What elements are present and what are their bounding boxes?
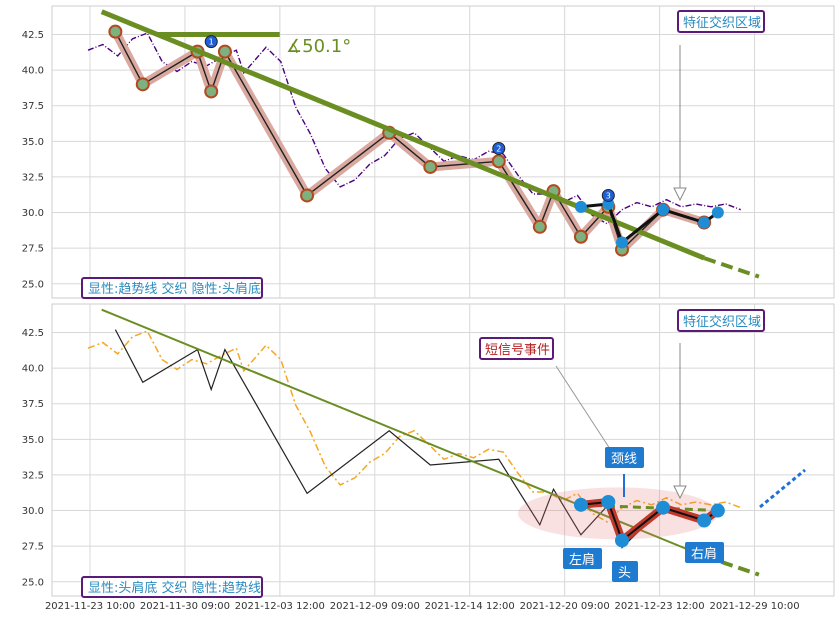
- y-tick-label: 40.0: [22, 66, 44, 77]
- marker-circle: [601, 188, 615, 202]
- right-shoulder-label: 右肩: [691, 546, 717, 562]
- x-tick-label: 2021-12-29 10:00: [709, 601, 799, 612]
- zigzag-line: [114, 31, 705, 251]
- legend-label-bottom: 显性:头肩底 交织 隐性:趋势线: [88, 580, 261, 596]
- trend-extension: [703, 256, 760, 279]
- y-tick-label: 30.0: [22, 506, 44, 517]
- hs-point-bottom: [615, 533, 629, 548]
- y-tick-label: 30.0: [22, 208, 44, 219]
- panel-bottom-plot: [87, 308, 806, 577]
- x-tick-label: 2021-11-23 10:00: [45, 601, 135, 612]
- zigzag-point: [217, 44, 232, 59]
- head-label: 头: [618, 566, 631, 581]
- trend-line-bottom: [101, 308, 705, 558]
- zigzag-point: [573, 229, 588, 244]
- y-tick-label: 35.0: [22, 137, 44, 148]
- marker-circle: [492, 141, 506, 155]
- event-box: [479, 337, 554, 360]
- event-arrow: [555, 365, 613, 453]
- zigzag-point: [300, 188, 315, 203]
- left-shoulder-label: 左肩: [569, 552, 595, 568]
- region-arrow-head: [673, 187, 687, 202]
- x-axis-ticks: 2021-11-23 10:00 2021-11-30 09:00 2021-12-…: [45, 601, 800, 612]
- hs-point-bottom: [697, 513, 712, 528]
- trend-line: [100, 9, 706, 261]
- neckline-line: [580, 503, 718, 513]
- legend-label-top: 显性:趋势线 交织 隐性:头肩底: [88, 281, 261, 297]
- panel-top-yticks: 25.0 27.5 30.0 32.5 35.0 37.5 40.0 42.5: [22, 30, 44, 290]
- region-box-top: [677, 10, 765, 33]
- hs-point-top: [574, 200, 587, 213]
- y-tick-label: 32.5: [22, 470, 44, 481]
- y-tick-label: 42.5: [22, 30, 44, 41]
- marker-label: 1: [209, 38, 214, 47]
- price-series-line-bottom: [87, 330, 741, 523]
- hs-point-bottom: [656, 500, 671, 515]
- marker-circle: [204, 35, 218, 49]
- hs-point-top: [616, 236, 628, 249]
- region-label-top: 特征交织区域: [683, 15, 761, 31]
- hs-point-bottom: [573, 497, 588, 512]
- panel-bottom-yticks: 25.0 27.5 30.0 32.5 35.0 37.5 40.0 42.5: [22, 328, 44, 588]
- y-tick-label: 25.0: [22, 577, 44, 588]
- region-box-bottom: [677, 309, 765, 332]
- y-tick-label: 27.5: [22, 542, 44, 553]
- y-tick-label: 42.5: [22, 328, 44, 339]
- neckline-label-box: [605, 447, 644, 468]
- right-shoulder-box: [685, 542, 724, 563]
- x-tick-label: 2021-12-23 12:00: [615, 601, 705, 612]
- hs-point-bottom: [601, 494, 616, 509]
- marker-label: 3: [606, 191, 611, 200]
- legend-box-bottom: [81, 576, 263, 598]
- panel-bottom: 25.0 27.5 30.0 32.5 35.0 37.5 40.0 42.5 显性:头肩底 …: [22, 303, 835, 598]
- zigzag-point: [532, 219, 547, 234]
- hs-point-top: [711, 206, 724, 219]
- marker-label: 2: [496, 144, 501, 153]
- zigzag-point: [423, 159, 438, 174]
- zigzag-point: [135, 77, 150, 92]
- y-tick-label: 35.0: [22, 435, 44, 446]
- legend-box-top: [81, 277, 263, 299]
- hs-point-top: [698, 216, 711, 229]
- x-tick-label: 2021-12-14 12:00: [425, 601, 515, 612]
- hs-point-bottom: [710, 503, 725, 518]
- head-box: [612, 561, 638, 582]
- left-shoulder-box: [563, 548, 602, 569]
- zigzag-point: [108, 24, 123, 39]
- y-tick-label: 32.5: [22, 172, 44, 183]
- projection-line: [759, 468, 806, 509]
- y-tick-label: 37.5: [22, 399, 44, 410]
- y-tick-label: 25.0: [22, 279, 44, 290]
- region-label-bottom: 特征交织区域: [683, 314, 761, 330]
- panel-top-plot: 1 2 3: [87, 9, 760, 279]
- zigzag-point: [204, 84, 219, 99]
- y-tick-label: 37.5: [22, 101, 44, 112]
- hs-region-ellipse: [518, 487, 718, 540]
- neckline-label: 颈线: [611, 452, 637, 467]
- angle-label: ∡50.1°: [286, 36, 351, 57]
- y-tick-label: 40.0: [22, 364, 44, 375]
- hs-point-top: [657, 203, 670, 216]
- x-tick-label: 2021-12-03 12:00: [235, 601, 325, 612]
- event-label: 短信号事件: [485, 343, 550, 358]
- x-tick-label: 2021-12-09 09:00: [330, 601, 420, 612]
- panel-top: 25.0 27.5 30.0 32.5 35.0 37.5 40.0 42.5 1 2 3 显性:…: [22, 5, 835, 299]
- zigzag-point: [491, 154, 506, 169]
- y-tick-label: 27.5: [22, 244, 44, 255]
- x-tick-label: 2021-12-20 09:00: [520, 601, 610, 612]
- region-arrow-head-bottom: [673, 485, 687, 500]
- x-tick-label: 2021-11-30 09:00: [140, 601, 230, 612]
